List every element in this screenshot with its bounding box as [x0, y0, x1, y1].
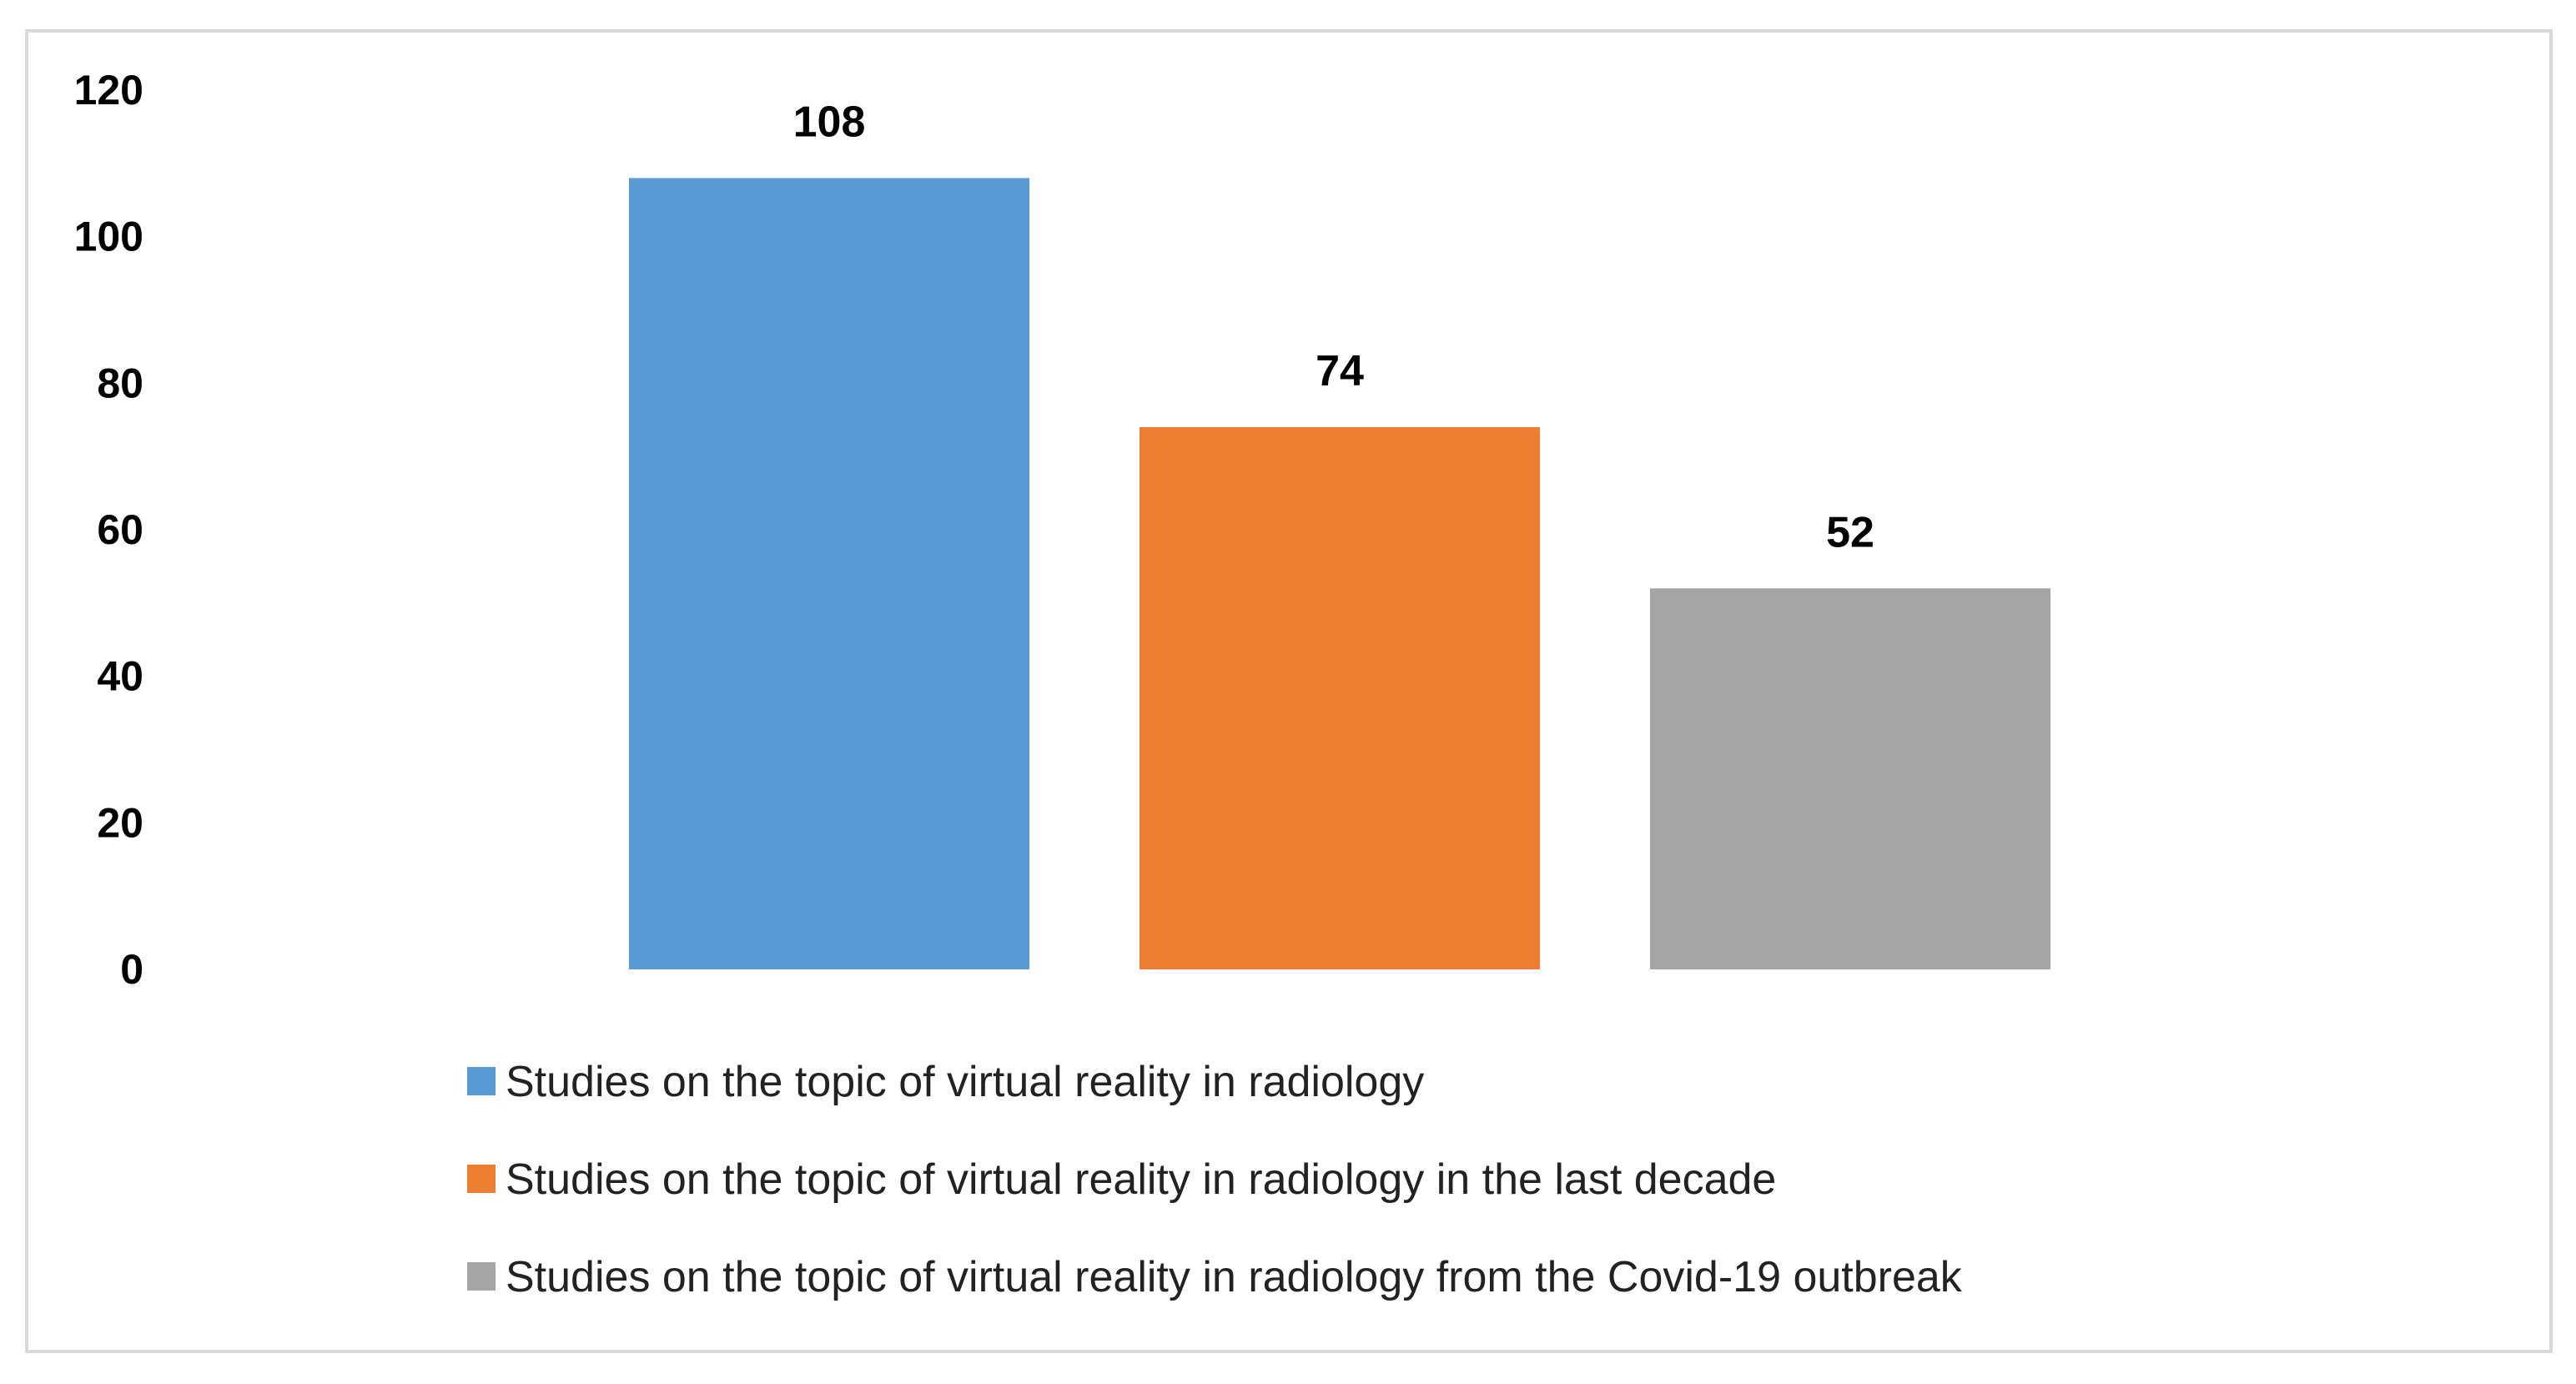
legend-swatch [467, 1165, 496, 1193]
legend: Studies on the topic of virtual reality … [467, 1058, 1963, 1301]
y-tick-label: 80 [97, 360, 143, 406]
bar [629, 178, 1029, 969]
legend-swatch [467, 1262, 496, 1291]
y-tick-label: 120 [74, 67, 143, 113]
y-tick-label: 40 [97, 653, 143, 700]
legend-label: Studies on the topic of virtual reality … [506, 1155, 1776, 1204]
y-tick-label: 60 [97, 506, 143, 553]
legend-label: Studies on the topic of virtual reality … [506, 1058, 1424, 1106]
legend-swatch [467, 1067, 496, 1095]
bar [1140, 427, 1540, 969]
data-label: 108 [793, 98, 866, 146]
data-label: 52 [1826, 508, 1874, 556]
y-axis: 0 20 40 60 80 100 120 [74, 67, 143, 993]
bars [629, 178, 2050, 969]
y-tick-label: 20 [97, 799, 143, 846]
bar [1650, 588, 2050, 969]
data-labels: 108 74 52 [793, 98, 1874, 556]
data-label: 74 [1316, 347, 1364, 395]
y-tick-label: 100 [74, 214, 143, 260]
legend-label: Studies on the topic of virtual reality … [506, 1253, 1963, 1301]
y-tick-label: 0 [120, 946, 143, 993]
